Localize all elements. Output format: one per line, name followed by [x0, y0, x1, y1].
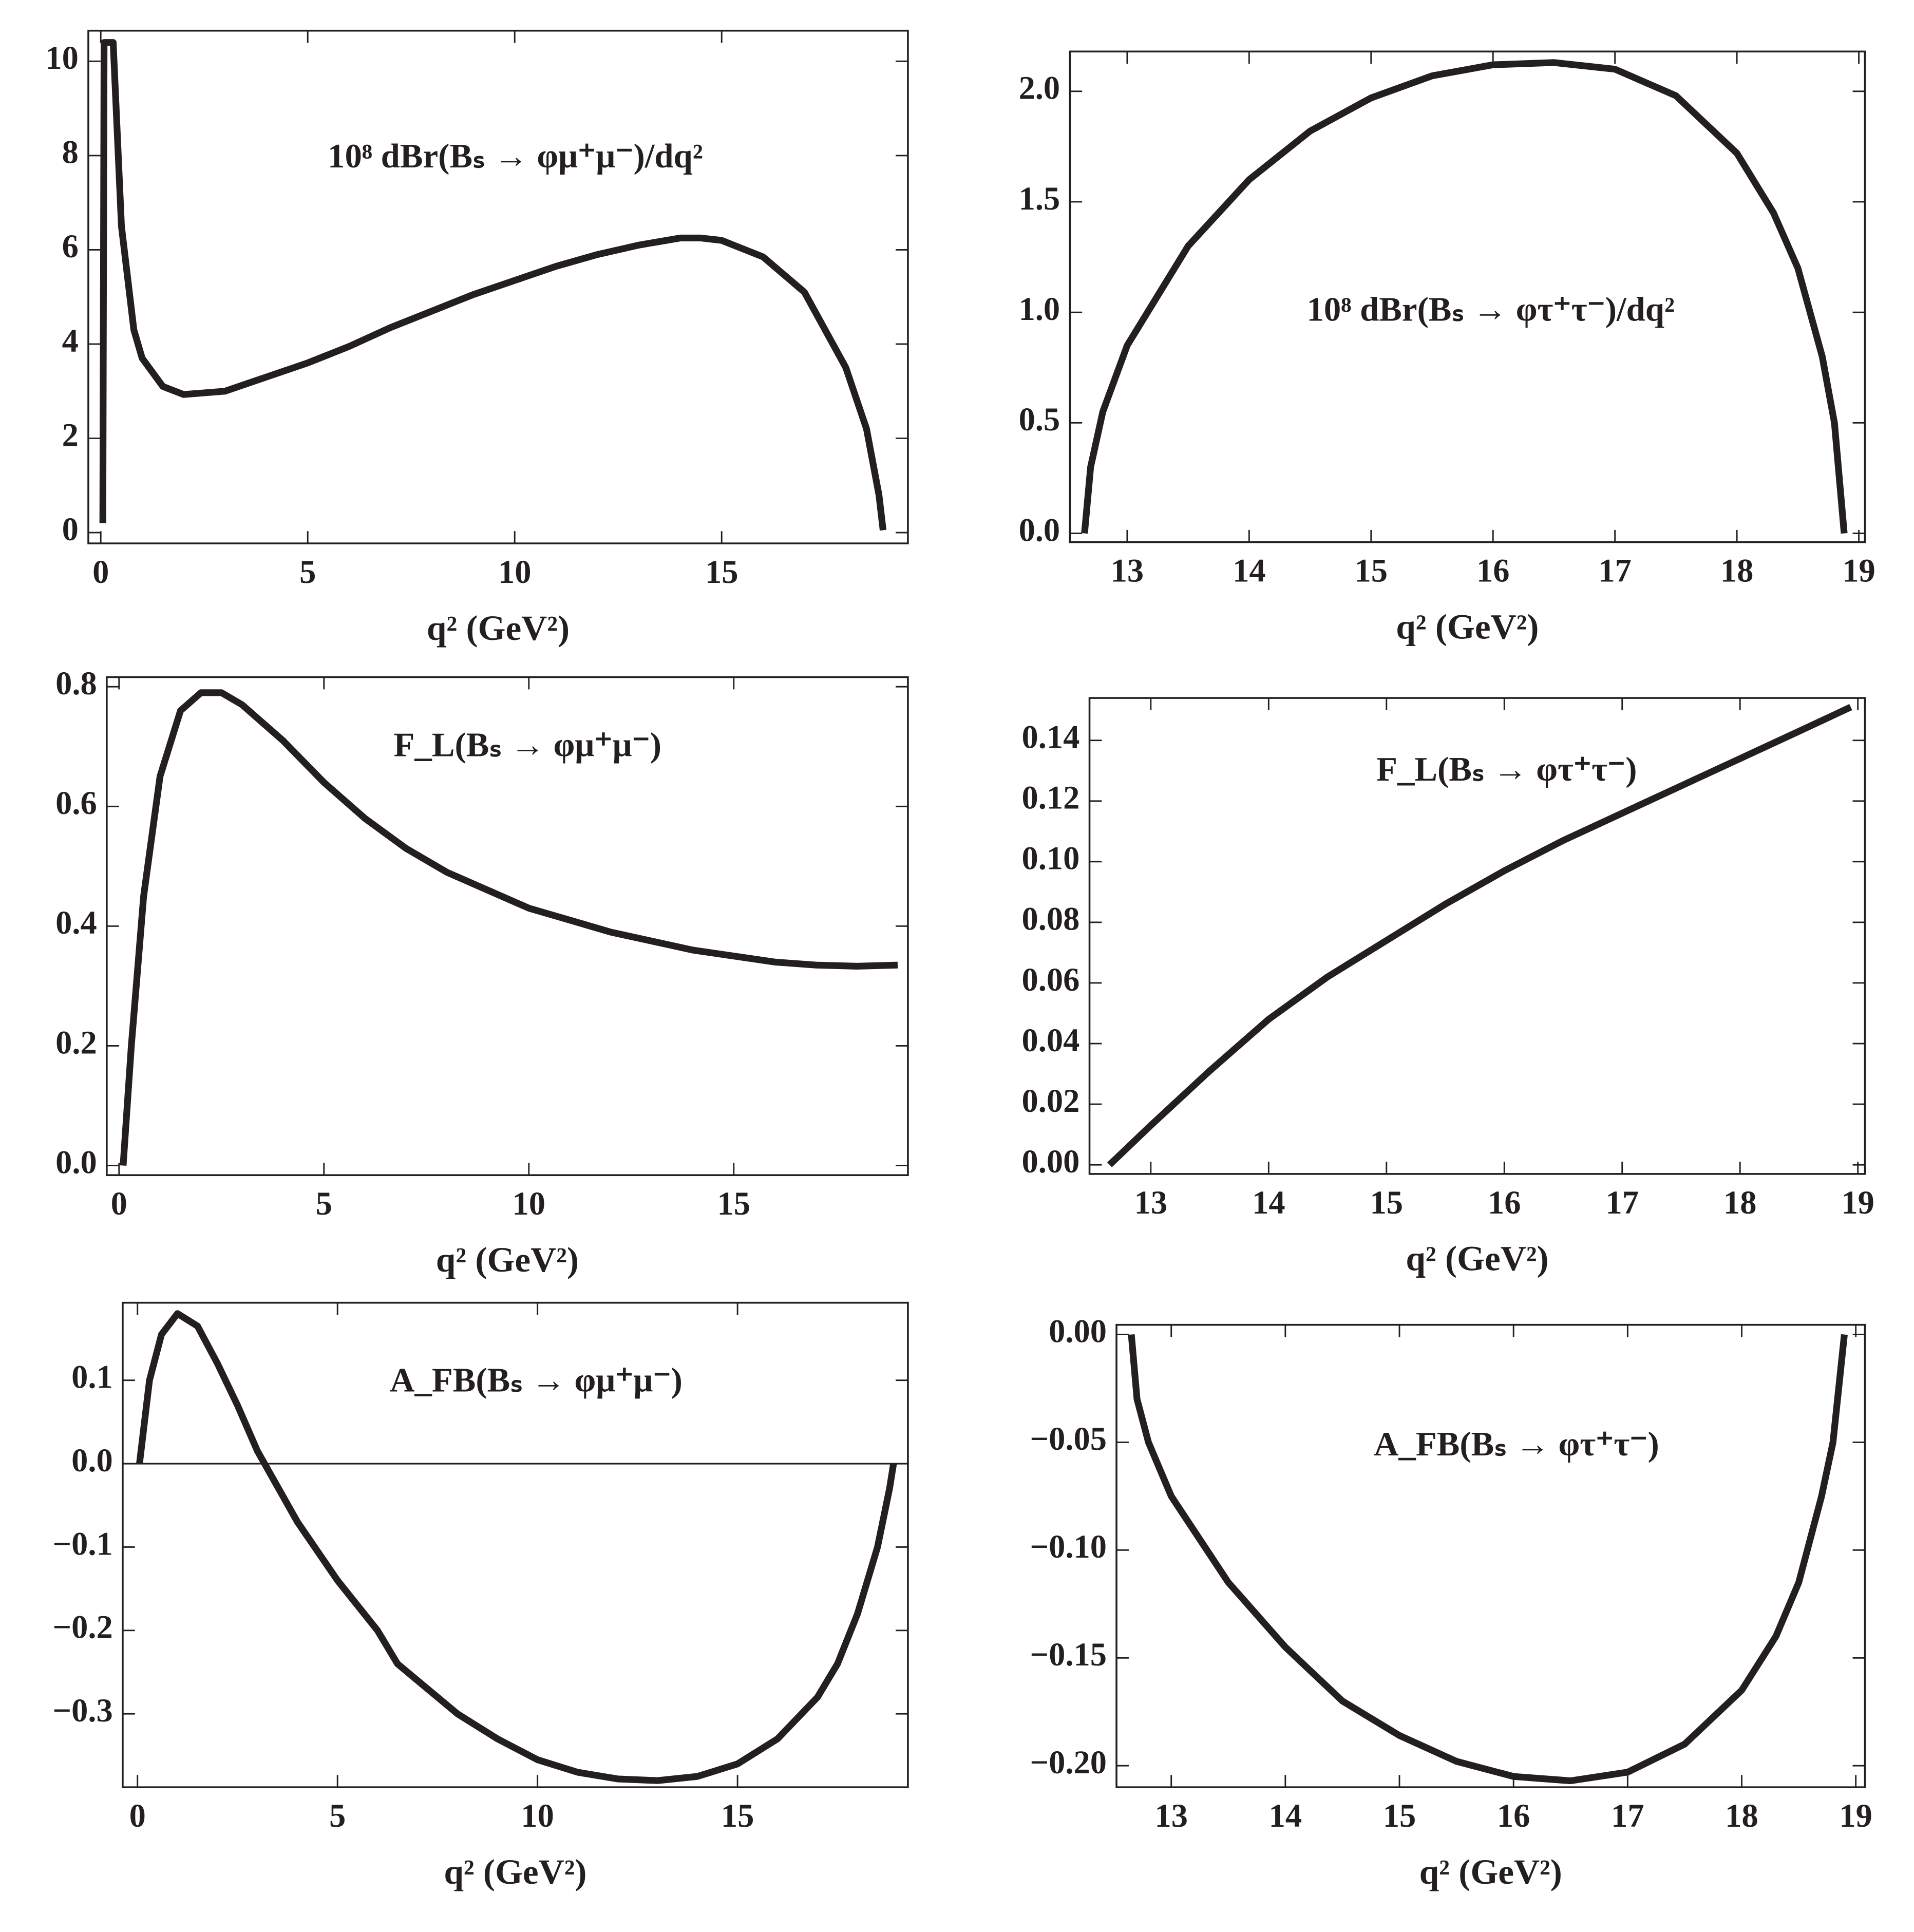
- y-tick-label: 0.10: [1022, 840, 1080, 877]
- annotation: F_L(Bₛ → φτ⁺τ⁻): [1376, 750, 1637, 788]
- x-tick-label: 16: [1497, 1797, 1530, 1834]
- x-tick-label: 17: [1598, 553, 1631, 589]
- y-tick-label: 0.4: [55, 904, 97, 941]
- x-axis-label: q² (GeV²): [1406, 1239, 1548, 1278]
- x-tick-label: 19: [1839, 1797, 1872, 1834]
- x-axis-label: q² (GeV²): [1396, 607, 1539, 647]
- x-tick-label: 18: [1720, 553, 1753, 589]
- y-tick-label: 10: [45, 40, 78, 76]
- x-tick-label: 19: [1841, 1184, 1874, 1221]
- y-tick-label: 0.00: [1049, 1313, 1107, 1349]
- x-tick-label: 18: [1723, 1184, 1756, 1221]
- panel: 13 14 15 16 17 18 19 0.0 0.5 1.0 1.5 2.0 10⁸ dBr(Bₛ …: [1019, 50, 1875, 647]
- x-tick-label: 10: [498, 554, 531, 590]
- annotation: 10⁸ dBr(Bₛ → φτ⁺τ⁻)/dq²: [1306, 290, 1675, 328]
- y-tick-label: 4: [62, 323, 79, 359]
- annotation: A_FB(Bₛ → φμ⁺μ⁻): [390, 1361, 683, 1399]
- y-tick-label: 0.2: [55, 1024, 97, 1060]
- x-tick-label: 5: [329, 1797, 346, 1834]
- y-tick-label: 0.6: [55, 785, 97, 821]
- x-tick-label: 5: [316, 1185, 332, 1222]
- x-axis-label: q² (GeV²): [444, 1852, 586, 1891]
- y-tick-label: 0.0: [71, 1442, 113, 1479]
- y-tick-label: 1.0: [1019, 291, 1060, 327]
- y-tick-label: −0.2: [52, 1609, 112, 1645]
- x-tick-label: 14: [1233, 553, 1265, 589]
- y-tick-label: −0.10: [1030, 1528, 1107, 1565]
- panel: 13 14 15 16 17 18 19 0.00 0.02 0.04 0.06 0.08 0.10 0.…: [1022, 697, 1874, 1278]
- y-tick-label: 0.06: [1022, 961, 1080, 998]
- y-tick-label: −0.05: [1030, 1420, 1107, 1457]
- plot-frame: [1115, 1323, 1866, 1788]
- data-line: [99, 39, 887, 531]
- y-tick-label: 0.14: [1022, 719, 1080, 755]
- x-tick-label: 14: [1269, 1797, 1302, 1834]
- x-tick-label: 16: [1476, 553, 1509, 589]
- data-line: [136, 1310, 897, 1784]
- x-axis-label: q² (GeV²): [436, 1240, 579, 1279]
- y-tick-label: 0.0: [1019, 512, 1060, 548]
- x-tick-label: 19: [1842, 553, 1875, 589]
- x-tick-label: 18: [1725, 1797, 1758, 1834]
- data-line: [120, 689, 898, 1166]
- annotation: 10⁸ dBr(Bₛ → φμ⁺μ⁻)/dq²: [328, 137, 703, 175]
- y-tick-label: 0.5: [1019, 401, 1060, 438]
- y-tick-label: −0.15: [1030, 1636, 1107, 1673]
- y-tick-label: 0.12: [1022, 780, 1080, 816]
- x-tick-label: 10: [521, 1797, 554, 1834]
- x-tick-label: 16: [1488, 1184, 1521, 1221]
- annotation: F_L(Bₛ → φμ⁺μ⁻): [394, 726, 662, 764]
- x-tick-label: 13: [1134, 1184, 1167, 1221]
- plot-frame: [1088, 697, 1866, 1175]
- y-tick-label: −0.3: [52, 1692, 112, 1729]
- y-tick-label: 2.0: [1019, 70, 1060, 106]
- x-tick-label: 0: [111, 1185, 127, 1222]
- y-tick-label: 0.8: [55, 665, 97, 702]
- x-tick-label: 13: [1111, 553, 1144, 589]
- x-tick-label: 15: [721, 1797, 754, 1834]
- y-tick-label: 0.04: [1022, 1022, 1080, 1058]
- y-tick-label: −0.1: [52, 1525, 112, 1562]
- x-tick-label: 15: [1370, 1184, 1403, 1221]
- y-tick-label: −0.20: [1030, 1744, 1107, 1781]
- x-tick-label: 0: [92, 554, 109, 590]
- x-tick-label: 17: [1605, 1184, 1638, 1221]
- x-tick-label: 0: [129, 1797, 146, 1834]
- y-tick-label: 2: [62, 416, 79, 453]
- y-tick-label: 0.02: [1022, 1083, 1080, 1119]
- y-tick-label: 0.00: [1022, 1143, 1080, 1180]
- panel: 0 5 10 15 0.0 0.2 0.4 0.6 0.8 F_L(Bₛ → φμ⁺μ⁻) q² (…: [55, 665, 909, 1279]
- x-tick-label: 13: [1154, 1797, 1187, 1834]
- y-tick-label: 0.0: [55, 1144, 97, 1180]
- x-tick-label: 14: [1252, 1184, 1285, 1221]
- x-tick-label: 17: [1611, 1797, 1644, 1834]
- x-tick-label: 15: [717, 1185, 750, 1222]
- y-tick-label: 6: [62, 228, 79, 264]
- x-tick-label: 10: [513, 1185, 545, 1222]
- y-tick-label: 0.1: [71, 1358, 113, 1395]
- x-tick-label: 5: [299, 554, 316, 590]
- x-axis-label: q² (GeV²): [1419, 1852, 1562, 1891]
- plot-frame: [87, 29, 909, 544]
- plot-frame: [1069, 50, 1866, 543]
- x-tick-label: 15: [705, 554, 738, 590]
- data-line: [1081, 59, 1848, 534]
- annotation: A_FB(Bₛ → φτ⁺τ⁻): [1374, 1425, 1659, 1463]
- y-tick-label: 0: [62, 511, 79, 547]
- x-axis-label: q² (GeV²): [427, 608, 570, 648]
- data-line: [1107, 704, 1852, 1167]
- data-line: [1128, 1334, 1848, 1785]
- panel: 13 14 15 16 17 18 19 −0.20 −0.15 −0.10 −0.05 0.00 A_…: [1030, 1313, 1872, 1891]
- panel: 0 5 10 15 −0.3 −0.2 −0.1 0.0 0.1 A_FB(Bₛ → φμ⁺μ⁻)…: [52, 1301, 909, 1891]
- y-tick-label: 0.08: [1022, 901, 1080, 937]
- x-tick-label: 15: [1383, 1797, 1416, 1834]
- panel: 0 5 10 15 0 2 4 6 8 10 10⁸ dBr(Bₛ → φμ⁺μ⁻)/dq² q² (…: [45, 29, 909, 648]
- x-tick-label: 15: [1355, 553, 1388, 589]
- y-tick-label: 1.5: [1019, 180, 1060, 217]
- plot-frame: [122, 1301, 909, 1788]
- y-tick-label: 8: [62, 134, 79, 171]
